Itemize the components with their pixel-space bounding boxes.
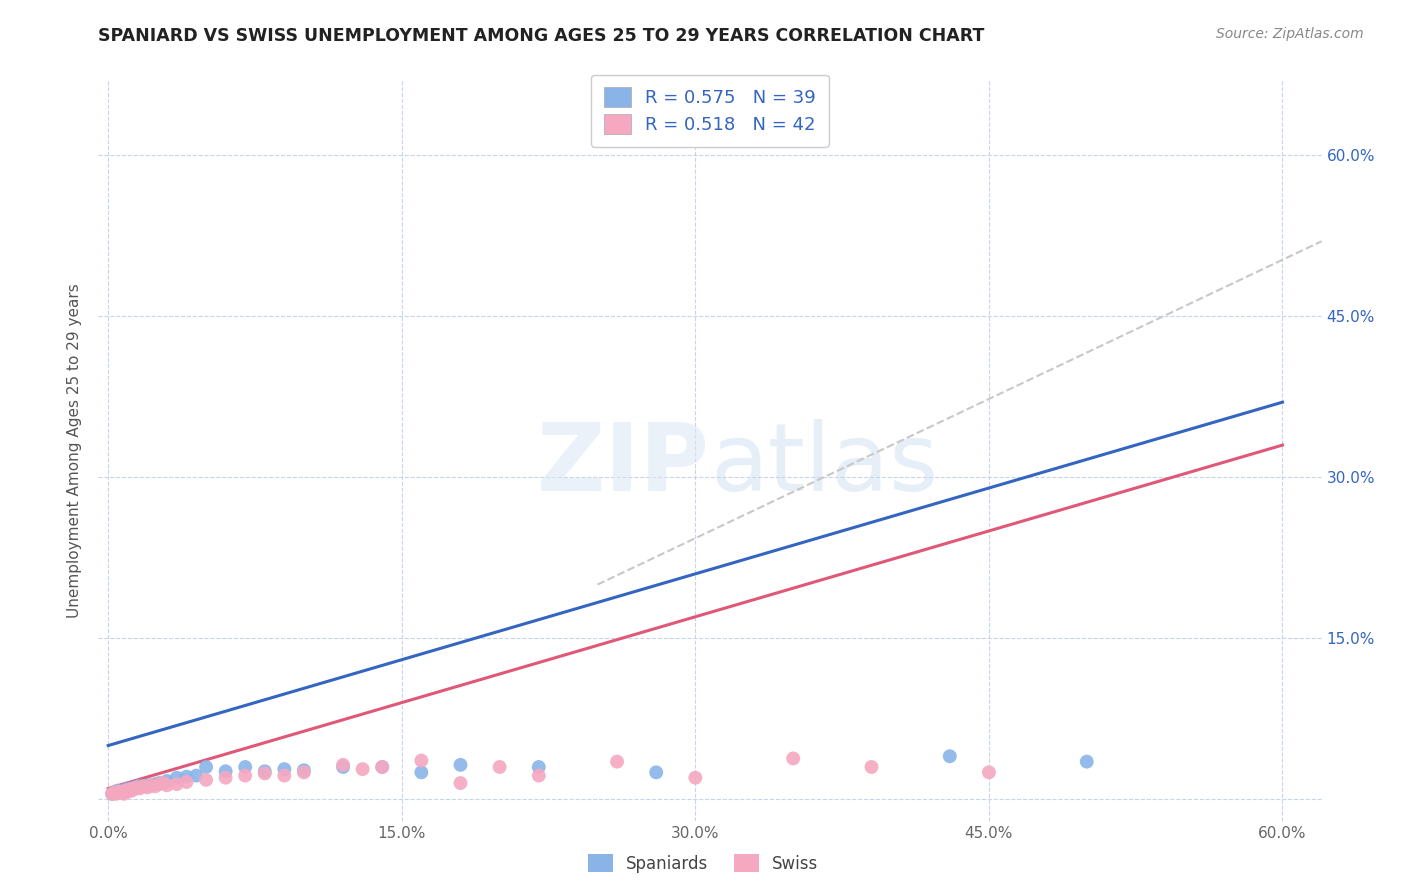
Point: [860, 760, 883, 774]
Point: [108, 786, 131, 800]
Point: [103, 786, 125, 800]
Text: atlas: atlas: [710, 419, 938, 511]
Point: [233, 760, 256, 774]
Point: [176, 770, 198, 784]
Point: [332, 757, 354, 772]
Point: [450, 757, 472, 772]
Point: [124, 781, 146, 796]
Point: [112, 783, 135, 797]
Point: [117, 785, 139, 799]
Point: [176, 775, 198, 789]
Legend: Spaniards, Swiss: Spaniards, Swiss: [581, 847, 825, 880]
Point: [111, 785, 134, 799]
Point: [105, 787, 128, 801]
Point: [645, 765, 668, 780]
Point: [977, 765, 1000, 780]
Point: [371, 760, 394, 774]
Point: [606, 755, 628, 769]
Point: [112, 787, 135, 801]
Point: [292, 763, 315, 777]
Point: [105, 785, 128, 799]
Point: [488, 760, 510, 774]
Point: [332, 760, 354, 774]
Point: [939, 749, 962, 764]
Point: [450, 776, 472, 790]
Point: [132, 780, 155, 794]
Point: [253, 764, 276, 779]
Point: [114, 783, 136, 797]
Point: [128, 781, 150, 796]
Text: Source: ZipAtlas.com: Source: ZipAtlas.com: [1216, 27, 1364, 41]
Point: [195, 772, 218, 787]
Point: [121, 781, 143, 796]
Point: [107, 783, 129, 797]
Point: [127, 780, 149, 795]
Point: [152, 776, 174, 790]
Point: [233, 768, 256, 782]
Point: [122, 781, 145, 796]
Point: [148, 776, 170, 790]
Point: [118, 782, 141, 797]
Point: [166, 771, 188, 785]
Point: [292, 765, 315, 780]
Point: [782, 751, 804, 765]
Point: [124, 780, 146, 795]
Text: ZIP: ZIP: [537, 419, 710, 511]
Point: [411, 765, 433, 780]
Legend: R = 0.575   N = 39, R = 0.518   N = 42: R = 0.575 N = 39, R = 0.518 N = 42: [592, 75, 828, 147]
Point: [273, 762, 295, 776]
Point: [101, 787, 124, 801]
Point: [352, 762, 374, 776]
Point: [156, 778, 179, 792]
Point: [371, 760, 394, 774]
Text: SPANIARD VS SWISS UNEMPLOYMENT AMONG AGES 25 TO 29 YEARS CORRELATION CHART: SPANIARD VS SWISS UNEMPLOYMENT AMONG AGE…: [98, 27, 984, 45]
Point: [136, 778, 159, 792]
Point: [214, 771, 236, 785]
Point: [101, 787, 124, 801]
Point: [143, 777, 166, 791]
Point: [136, 780, 159, 795]
Point: [141, 778, 163, 792]
Point: [186, 768, 208, 782]
Point: [117, 783, 139, 797]
Point: [141, 778, 163, 792]
Point: [128, 780, 150, 794]
Point: [132, 780, 155, 794]
Point: [108, 786, 131, 800]
Point: [111, 785, 134, 799]
Point: [122, 781, 145, 796]
Point: [152, 776, 174, 790]
Y-axis label: Unemployment Among Ages 25 to 29 years: Unemployment Among Ages 25 to 29 years: [67, 283, 83, 618]
Point: [273, 768, 295, 782]
Point: [214, 764, 236, 779]
Point: [114, 782, 136, 797]
Point: [107, 785, 129, 799]
Point: [143, 780, 166, 794]
Point: [103, 786, 125, 800]
Point: [411, 754, 433, 768]
Point: [253, 766, 276, 780]
Point: [148, 777, 170, 791]
Point: [685, 771, 707, 785]
Point: [118, 781, 141, 796]
Point: [156, 773, 179, 788]
Point: [195, 760, 218, 774]
Point: [166, 777, 188, 791]
Point: [527, 768, 550, 782]
Point: [527, 760, 550, 774]
Point: [1076, 755, 1098, 769]
Point: [121, 783, 143, 797]
Point: [127, 780, 149, 794]
